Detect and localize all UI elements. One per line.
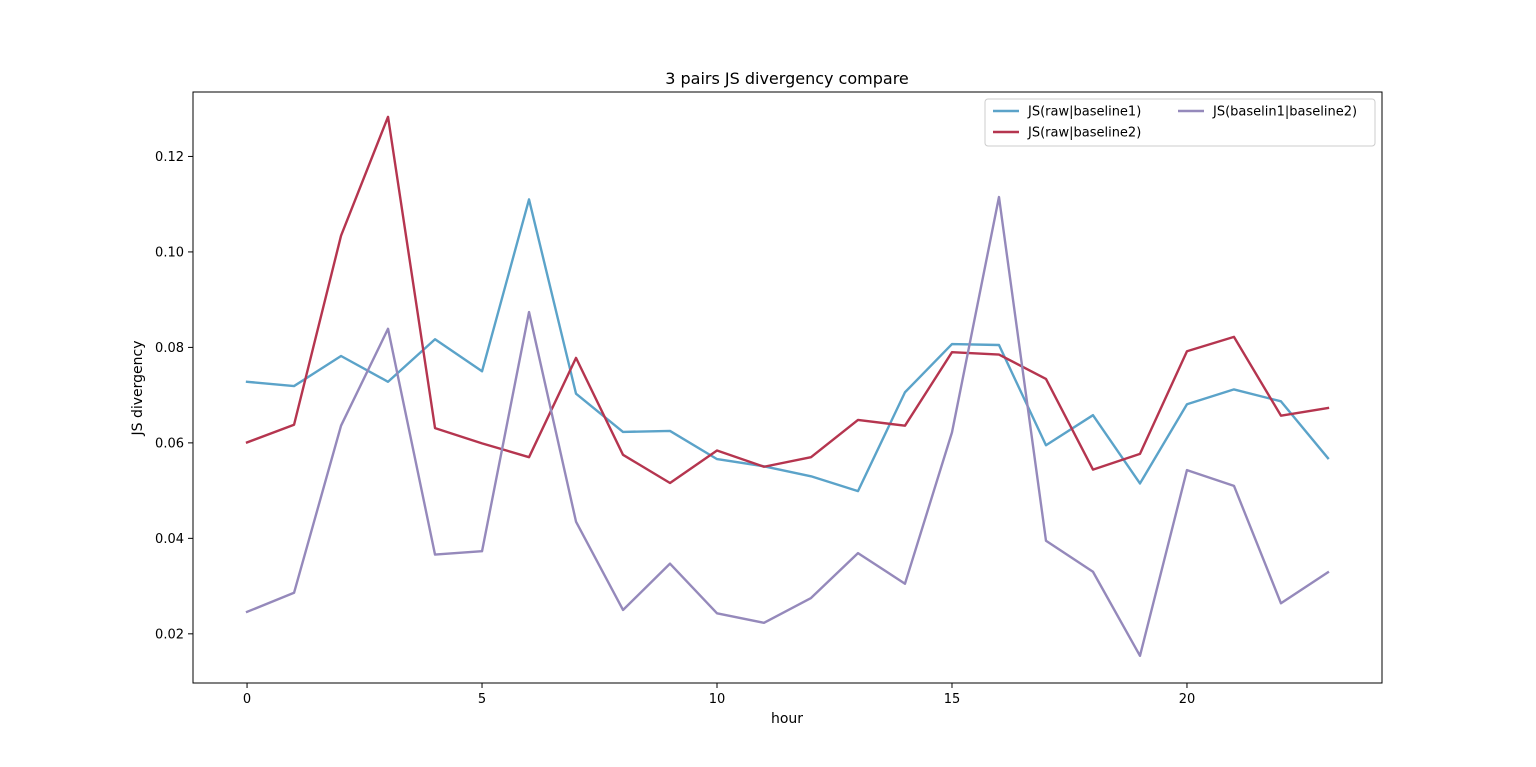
y-tick-label: 0.10 bbox=[155, 245, 184, 260]
x-tick-label: 20 bbox=[1179, 692, 1196, 707]
x-tick-label: 5 bbox=[478, 692, 486, 707]
plot-frame bbox=[192, 91, 1383, 684]
x-tick-label: 0 bbox=[243, 692, 251, 707]
legend-box bbox=[984, 98, 1376, 147]
legend: JS(raw|baseline1) JS(raw|baseline2) JS(bas… bbox=[984, 98, 1376, 147]
chart-title: 3 pairs JS divergency compare bbox=[665, 69, 909, 88]
legend-label-3: JS(baselin1|baseline2) bbox=[1212, 105, 1357, 120]
y-axis: 0.02 0.04 0.06 0.08 0.10 0.12 bbox=[155, 150, 193, 642]
y-tick-label: 0.04 bbox=[155, 532, 184, 547]
x-axis: 0 5 10 15 20 bbox=[243, 683, 1195, 707]
y-tick-label: 0.08 bbox=[155, 341, 184, 356]
y-tick-label: 0.02 bbox=[155, 627, 184, 642]
legend-label-1: JS(raw|baseline1) bbox=[1027, 105, 1141, 120]
y-axis-label: JS divergency bbox=[130, 340, 146, 436]
series-line-1 bbox=[245, 198, 1330, 493]
legend-label-2: JS(raw|baseline2) bbox=[1027, 126, 1141, 141]
y-tick-label: 0.06 bbox=[155, 436, 184, 451]
plot-area bbox=[193, 92, 1382, 683]
series-line-3 bbox=[245, 195, 1330, 657]
y-tick-label: 0.12 bbox=[155, 150, 184, 165]
x-tick-label: 10 bbox=[709, 692, 726, 707]
x-axis-label: hour bbox=[771, 711, 803, 727]
series-layer bbox=[245, 115, 1330, 657]
series-line-2 bbox=[245, 115, 1330, 485]
x-tick-label: 15 bbox=[944, 692, 961, 707]
